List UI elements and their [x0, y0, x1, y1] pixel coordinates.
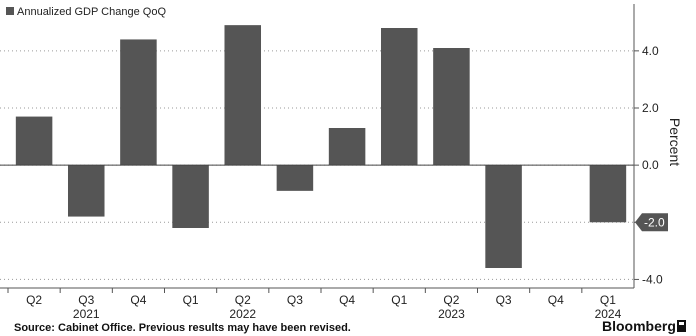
x-tick-label: Q4: [548, 293, 564, 307]
x-tick-label: Q2: [235, 293, 251, 307]
x-year-label: 2024: [595, 307, 622, 321]
y-tick-label: -4.0: [642, 272, 663, 286]
x-year-label: 2021: [73, 307, 100, 321]
source-note: Source: Cabinet Office. Previous results…: [14, 322, 351, 334]
bar-6: [276, 165, 314, 191]
y-tick-label: 4.0: [642, 44, 659, 58]
x-tick-label: Q1: [183, 293, 199, 307]
footer: Source: Cabinet Office. Previous results…: [14, 318, 686, 334]
legend-label: Annualized GDP Change QoQ: [17, 6, 166, 18]
bars-layer: [15, 25, 627, 268]
bloomberg-icon: [677, 320, 686, 332]
x-tick-label: Q2: [26, 293, 42, 307]
x-year-label: 2022: [229, 307, 256, 321]
x-tick-label: Q3: [496, 293, 512, 307]
bar-1: [15, 116, 53, 166]
bar-5: [224, 25, 262, 166]
x-tick-label: Q4: [130, 293, 146, 307]
last-value-tag: [635, 213, 668, 232]
bloomberg-logo: Bloomberg: [602, 318, 676, 334]
axis-layer: 4.02.00.0-2.0-4.0-2.0Q2Q3Q4Q1Q2Q3Q4Q1Q2Q…: [0, 4, 668, 321]
bar-9: [433, 48, 470, 166]
x-tick-label: Q3: [78, 293, 94, 307]
bar-2: [67, 165, 105, 217]
bar-4: [172, 165, 209, 228]
y-axis-title: Percent: [667, 118, 683, 166]
y-tick-label: 0.0: [642, 158, 659, 172]
x-tick-label: Q1: [600, 293, 616, 307]
x-tick-label: Q1: [391, 293, 407, 307]
legend: Annualized GDP Change QoQ: [6, 6, 166, 18]
x-year-label: 2023: [438, 307, 465, 321]
legend-swatch: [6, 7, 14, 15]
last-value-label: -2.0: [644, 215, 665, 229]
bar-10: [485, 165, 522, 268]
x-tick-label: Q2: [443, 293, 459, 307]
bar-3: [120, 39, 157, 166]
bar-8: [380, 28, 418, 166]
bar-7: [328, 128, 366, 166]
x-tick-label: Q4: [339, 293, 355, 307]
x-tick-label: Q3: [287, 293, 303, 307]
bar-12: [589, 165, 627, 223]
y-tick-label: 2.0: [642, 101, 659, 115]
